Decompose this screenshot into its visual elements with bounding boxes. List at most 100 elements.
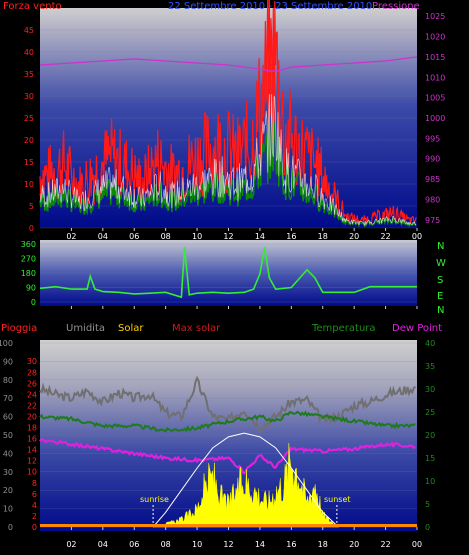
- rain-tick-label: 8: [32, 479, 37, 488]
- wind-axis-title: Forza vento: [3, 1, 62, 12]
- wind-x-tick-label: 20: [349, 232, 359, 241]
- pressure-tick-label: 985: [425, 175, 440, 184]
- legend-temperatura: Temperatura: [311, 323, 376, 334]
- wind-average-series: [39, 120, 417, 228]
- humidity-tick-label: 100: [0, 339, 13, 348]
- wind-x-tick-label: 18: [318, 232, 328, 241]
- direction-tick-label: 90: [26, 284, 36, 293]
- wind-tick-label: 35: [24, 70, 34, 79]
- rain-tick-label: 16: [27, 435, 37, 444]
- chart-title: 22 Settembre 2010 - 23 Settembre 2010: [168, 1, 372, 12]
- rain-tick-label: 10: [27, 468, 37, 477]
- wind-tick-label: 0: [29, 224, 34, 233]
- compass-w: W: [436, 258, 446, 269]
- legend-max-solar: Max solar: [172, 323, 221, 334]
- sunset-label: sunset: [324, 495, 351, 504]
- temperature-tick-label: 40: [425, 339, 435, 348]
- temperature-tick-label: 20: [425, 431, 435, 440]
- legend-dew-point: Dew Point: [392, 323, 442, 334]
- rain-tick-label: 4: [32, 501, 37, 510]
- pressure-axis-title: Pressione: [372, 1, 420, 12]
- wind-mean-series: [39, 93, 417, 227]
- compass-s: S: [437, 275, 443, 286]
- wind-x-tick-label: 02: [66, 232, 76, 241]
- solar-series: [153, 442, 339, 528]
- pressure-tick-label: 1000: [425, 114, 445, 123]
- rain-tick-label: 24: [27, 390, 37, 399]
- bottom-x-tick-label: 20: [349, 540, 359, 549]
- pressure-series: [39, 56, 418, 72]
- compass-e: E: [437, 291, 443, 302]
- pressure-tick-label: 1025: [425, 12, 445, 21]
- bottom-x-tick-label: 06: [129, 540, 139, 549]
- wind-x-tick-label: 22: [380, 232, 390, 241]
- temperature-tick-label: 5: [425, 500, 430, 509]
- wind-tick-label: 20: [24, 136, 34, 145]
- humidity-series: [39, 375, 416, 434]
- humidity-tick-label: 80: [3, 376, 13, 385]
- bottom-x-tick-label: 22: [380, 540, 390, 549]
- humidity-tick-label: 30: [3, 468, 13, 477]
- temperature-tick-label: 10: [425, 477, 435, 486]
- rain-tick-label: 12: [27, 457, 37, 466]
- direction-tick-label: 180: [21, 269, 36, 278]
- wind-x-tick-label: 10: [192, 232, 202, 241]
- sunrise-label: sunrise: [140, 495, 169, 504]
- wind-tick-label: 30: [24, 92, 34, 101]
- wind-tick-label: 5: [29, 202, 34, 211]
- pressure-tick-label: 975: [425, 216, 440, 225]
- temperature-tick-label: 30: [425, 385, 435, 394]
- wind-x-tick-label: 08: [161, 232, 171, 241]
- humidity-tick-label: 20: [3, 486, 13, 495]
- rain-tick-label: 2: [32, 512, 37, 521]
- wind-x-tick-label: 14: [255, 232, 265, 241]
- direction-series: [39, 247, 417, 299]
- humidity-tick-label: 0: [8, 523, 13, 532]
- humidity-tick-label: 70: [3, 394, 13, 403]
- wind-tick-label: 45: [24, 26, 34, 35]
- humidity-tick-label: 60: [3, 413, 13, 422]
- wind-tick-label: 10: [24, 180, 34, 189]
- temperature-tick-label: 0: [425, 523, 430, 532]
- wind-x-tick-label: 16: [286, 232, 296, 241]
- rain-tick-label: 22: [27, 401, 37, 410]
- humidity-tick-label: 40: [3, 449, 13, 458]
- max-solar-series: [152, 432, 339, 528]
- rain-tick-label: 30: [27, 357, 37, 366]
- rain-tick-label: 26: [27, 379, 37, 388]
- wind-tick-label: 40: [24, 48, 34, 57]
- bottom-x-tick-label: 04: [98, 540, 108, 549]
- humidity-tick-label: 90: [3, 357, 13, 366]
- bottom-x-tick-label: 18: [318, 540, 328, 549]
- legend-pioggia: Pioggia: [1, 323, 37, 334]
- pressure-tick-label: 995: [425, 134, 440, 143]
- compass-n-top: N: [437, 241, 444, 252]
- pressure-tick-label: 990: [425, 155, 440, 164]
- temperature-tick-label: 25: [425, 408, 435, 417]
- rain-tick-label: 28: [27, 368, 37, 377]
- legend-umidita: Umidita: [66, 323, 105, 334]
- wind-x-tick-label: 06: [129, 232, 139, 241]
- wind-tick-label: 25: [24, 114, 34, 123]
- bottom-x-tick-label: 08: [161, 540, 171, 549]
- wind-tick-label: 15: [24, 158, 34, 167]
- temperature-tick-label: 35: [425, 362, 435, 371]
- pressure-tick-label: 1010: [425, 73, 445, 82]
- rain-tick-label: 6: [32, 490, 37, 499]
- temperature-series: [39, 410, 416, 433]
- wind-x-tick-label: 04: [98, 232, 108, 241]
- bottom-x-tick-label: 00: [412, 540, 422, 549]
- rain-tick-label: 0: [32, 523, 37, 532]
- direction-tick-label: 270: [21, 255, 36, 264]
- bottom-x-tick-label: 14: [255, 540, 265, 549]
- bottom-x-tick-label: 02: [66, 540, 76, 549]
- pressure-tick-label: 1005: [425, 94, 445, 103]
- humidity-tick-label: 50: [3, 431, 13, 440]
- rain-series: [40, 524, 417, 527]
- bottom-x-tick-label: 12: [223, 540, 233, 549]
- wind-x-tick-label: 00: [412, 232, 422, 241]
- legend-solar: Solar: [118, 323, 144, 334]
- wind-x-tick-label: 12: [223, 232, 233, 241]
